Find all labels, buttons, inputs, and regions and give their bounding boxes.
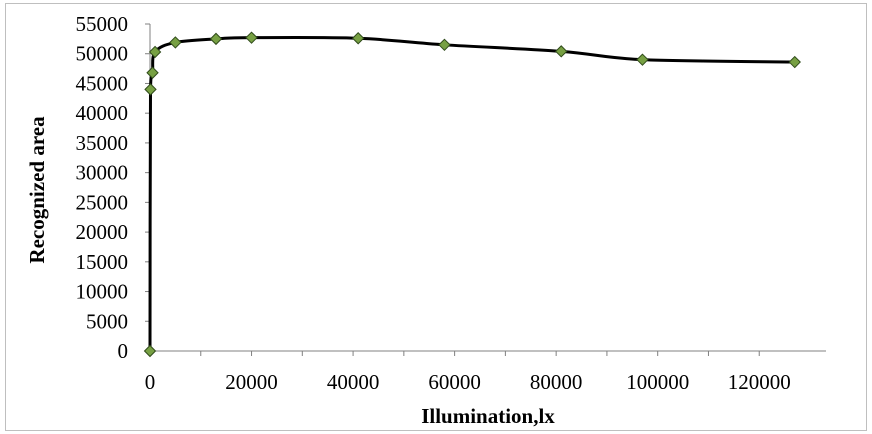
x-tick-label: 0 — [145, 370, 156, 394]
data-point-marker — [351, 32, 365, 45]
y-tick-label: 20000 — [76, 220, 129, 244]
y-tick-label: 40000 — [76, 101, 129, 125]
y-tick-label: 30000 — [76, 161, 129, 185]
y-tick-label: 45000 — [76, 71, 129, 95]
y-tick-label: 15000 — [76, 250, 129, 274]
y-tick-label: 0 — [118, 339, 129, 363]
x-tick-label: 120000 — [728, 370, 791, 394]
data-point-marker — [555, 45, 568, 58]
x-tick-label: 60000 — [428, 370, 481, 394]
data-point-marker — [245, 31, 258, 44]
x-tick-label: 40000 — [327, 370, 380, 394]
y-tick-label: 35000 — [76, 131, 129, 155]
y-axis-title: Recognized area — [25, 116, 49, 264]
y-tick-label: 25000 — [76, 190, 129, 214]
data-point-marker — [144, 83, 157, 96]
data-point-marker — [438, 38, 451, 52]
y-tick-label: 55000 — [76, 12, 129, 36]
data-point-marker — [146, 66, 159, 79]
y-tick-label: 5000 — [86, 309, 128, 333]
x-tick-label: 100000 — [626, 370, 689, 394]
data-point-marker — [148, 45, 162, 59]
data-point-marker — [209, 32, 223, 46]
series-line — [148, 35, 795, 352]
plot-layer: 0 5000 10000 15000 20000 25000 30000 35000 40000… — [76, 12, 826, 394]
data-point-marker — [143, 344, 157, 358]
y-tick-label: 50000 — [76, 42, 129, 66]
x-tick-label: 80000 — [530, 370, 583, 394]
data-point-marker — [169, 36, 182, 49]
data-point-marker — [636, 53, 649, 66]
x-axis-title: Illumination,lx — [421, 404, 555, 428]
y-tick-label: 10000 — [76, 280, 129, 304]
x-tick-label: 20000 — [225, 370, 278, 394]
data-point-marker — [788, 55, 801, 69]
